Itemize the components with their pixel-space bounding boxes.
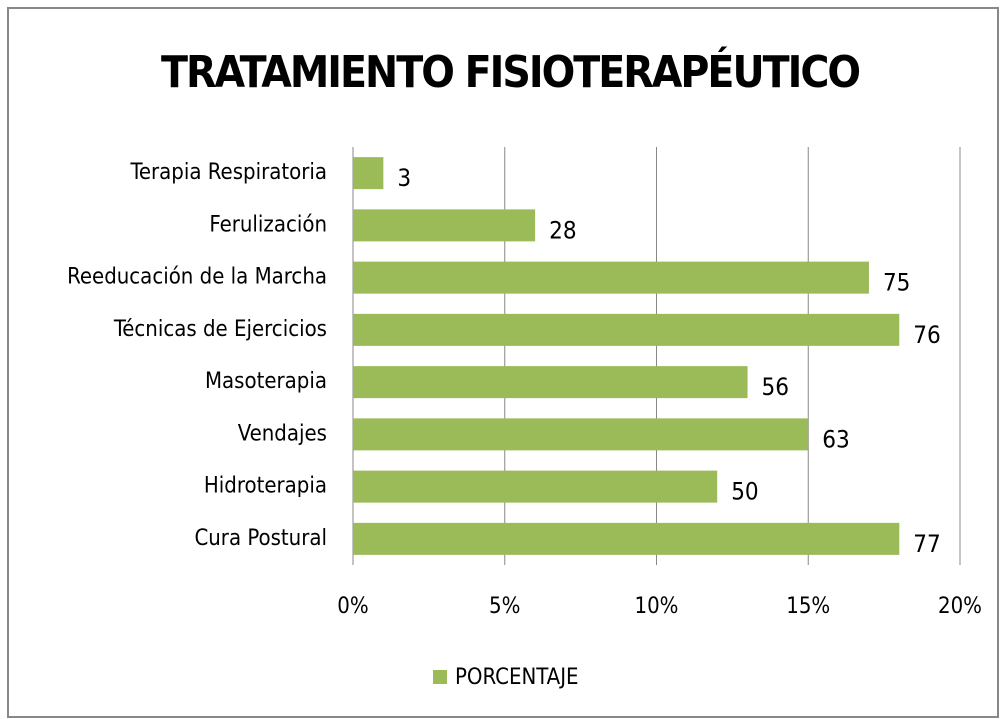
bar [353,209,536,242]
x-tick-label: 0% [337,594,368,619]
y-tick-label: Cura Postural [194,526,327,551]
bar [353,157,384,190]
x-tick-label: 20% [938,594,982,619]
data-label: 3 [397,164,411,192]
y-tick-label: Reeducación de la Marcha [67,265,327,290]
data-label: 77 [913,530,940,558]
y-tick-label: Masoterapia [205,369,327,394]
chart-frame [7,7,999,718]
x-tick-label: 10% [635,594,679,619]
bar [353,470,718,503]
y-tick-label: Terapia Respiratoria [130,160,327,185]
y-tick-label: Técnicas de Ejercicios [113,317,327,342]
data-label: 28 [549,216,576,244]
bar [353,522,900,555]
bar [353,366,748,399]
data-label: 76 [913,321,940,349]
bar [353,261,869,294]
legend-label: PORCENTAJE [455,665,579,690]
data-label: 56 [762,373,789,401]
legend-swatch [433,670,447,684]
bar [353,418,809,451]
bar [353,313,900,346]
y-tick-label: Ferulización [209,212,327,237]
data-label: 75 [883,269,910,297]
y-tick-label: Vendajes [238,421,327,446]
y-tick-label: Hidroterapia [204,474,327,499]
x-tick-label: 5% [489,594,520,619]
data-label: 63 [822,425,849,453]
data-label: 50 [731,478,758,506]
x-tick-label: 15% [786,594,830,619]
chart-title: TRATAMIENTO FISIOTERAPÉUTICO [161,45,859,98]
